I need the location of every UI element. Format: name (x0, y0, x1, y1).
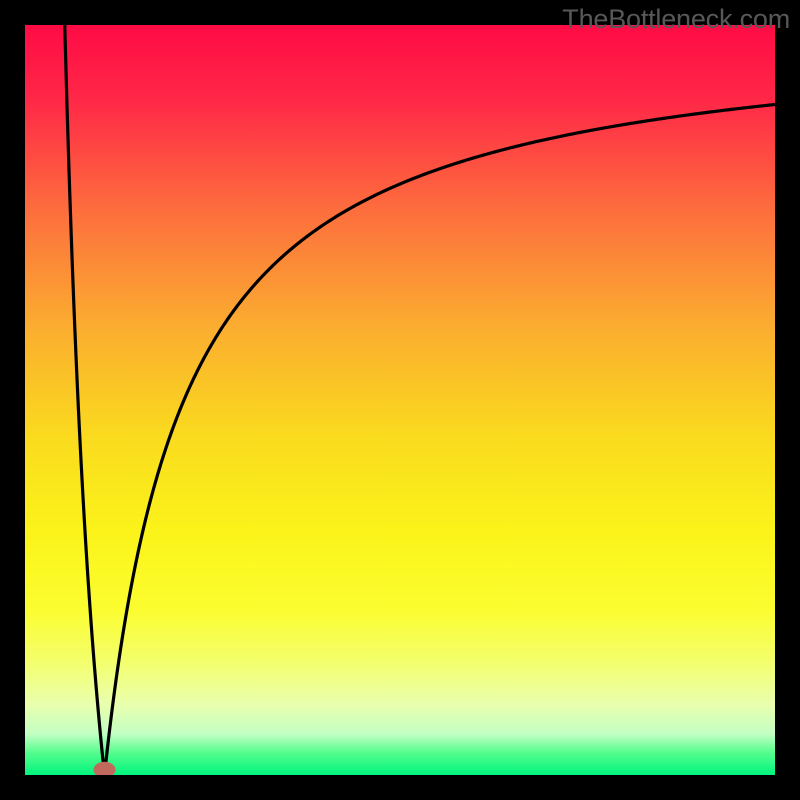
gradient-background (25, 25, 775, 775)
chart-container: TheBottleneck.com (0, 0, 800, 800)
watermark-text: TheBottleneck.com (562, 4, 790, 35)
bottleneck-chart (0, 0, 800, 800)
